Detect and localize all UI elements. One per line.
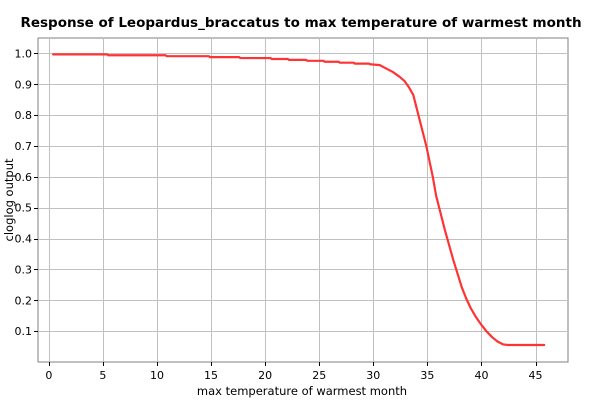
y-tick-label: 0.2 [15,294,33,307]
y-tick-label: 0.5 [15,202,33,215]
y-tick-label: 0.6 [15,171,33,184]
x-axis-label: max temperature of warmest month [197,384,407,398]
y-tick-label: 0.4 [15,233,33,246]
grid-layer [38,38,568,362]
tick-layer: 0 5 10 15 20 25 30 35 40 45 0.1 0.2 0.3 0.4 0.5 0.6 0.7 0… [15,47,543,382]
x-tick-label: 40 [474,369,488,382]
y-tick-label: 1.0 [15,47,33,60]
x-tick-label: 45 [529,369,543,382]
y-tick-label: 0.3 [15,263,33,276]
x-tick-label: 35 [420,369,434,382]
chart-title: Response of Leopardus_braccatus to max t… [20,15,581,31]
x-tick-label: 20 [258,369,272,382]
x-tick-label: 10 [150,369,164,382]
plot-area [37,37,569,363]
y-axis-label: cloglog output [2,158,16,241]
response-curve-line [52,53,546,347]
y-tick-label: 0.1 [15,325,33,338]
x-tick-label: 5 [99,369,106,382]
x-tick-label: 15 [204,369,218,382]
series-layer [52,53,546,347]
x-tick-label: 25 [312,369,326,382]
y-tick-label: 0.8 [15,109,33,122]
x-tick-label: 30 [366,369,380,382]
y-tick-label: 0.9 [15,78,33,91]
y-tick-label: 0.7 [15,140,33,153]
x-tick-label: 0 [45,369,52,382]
